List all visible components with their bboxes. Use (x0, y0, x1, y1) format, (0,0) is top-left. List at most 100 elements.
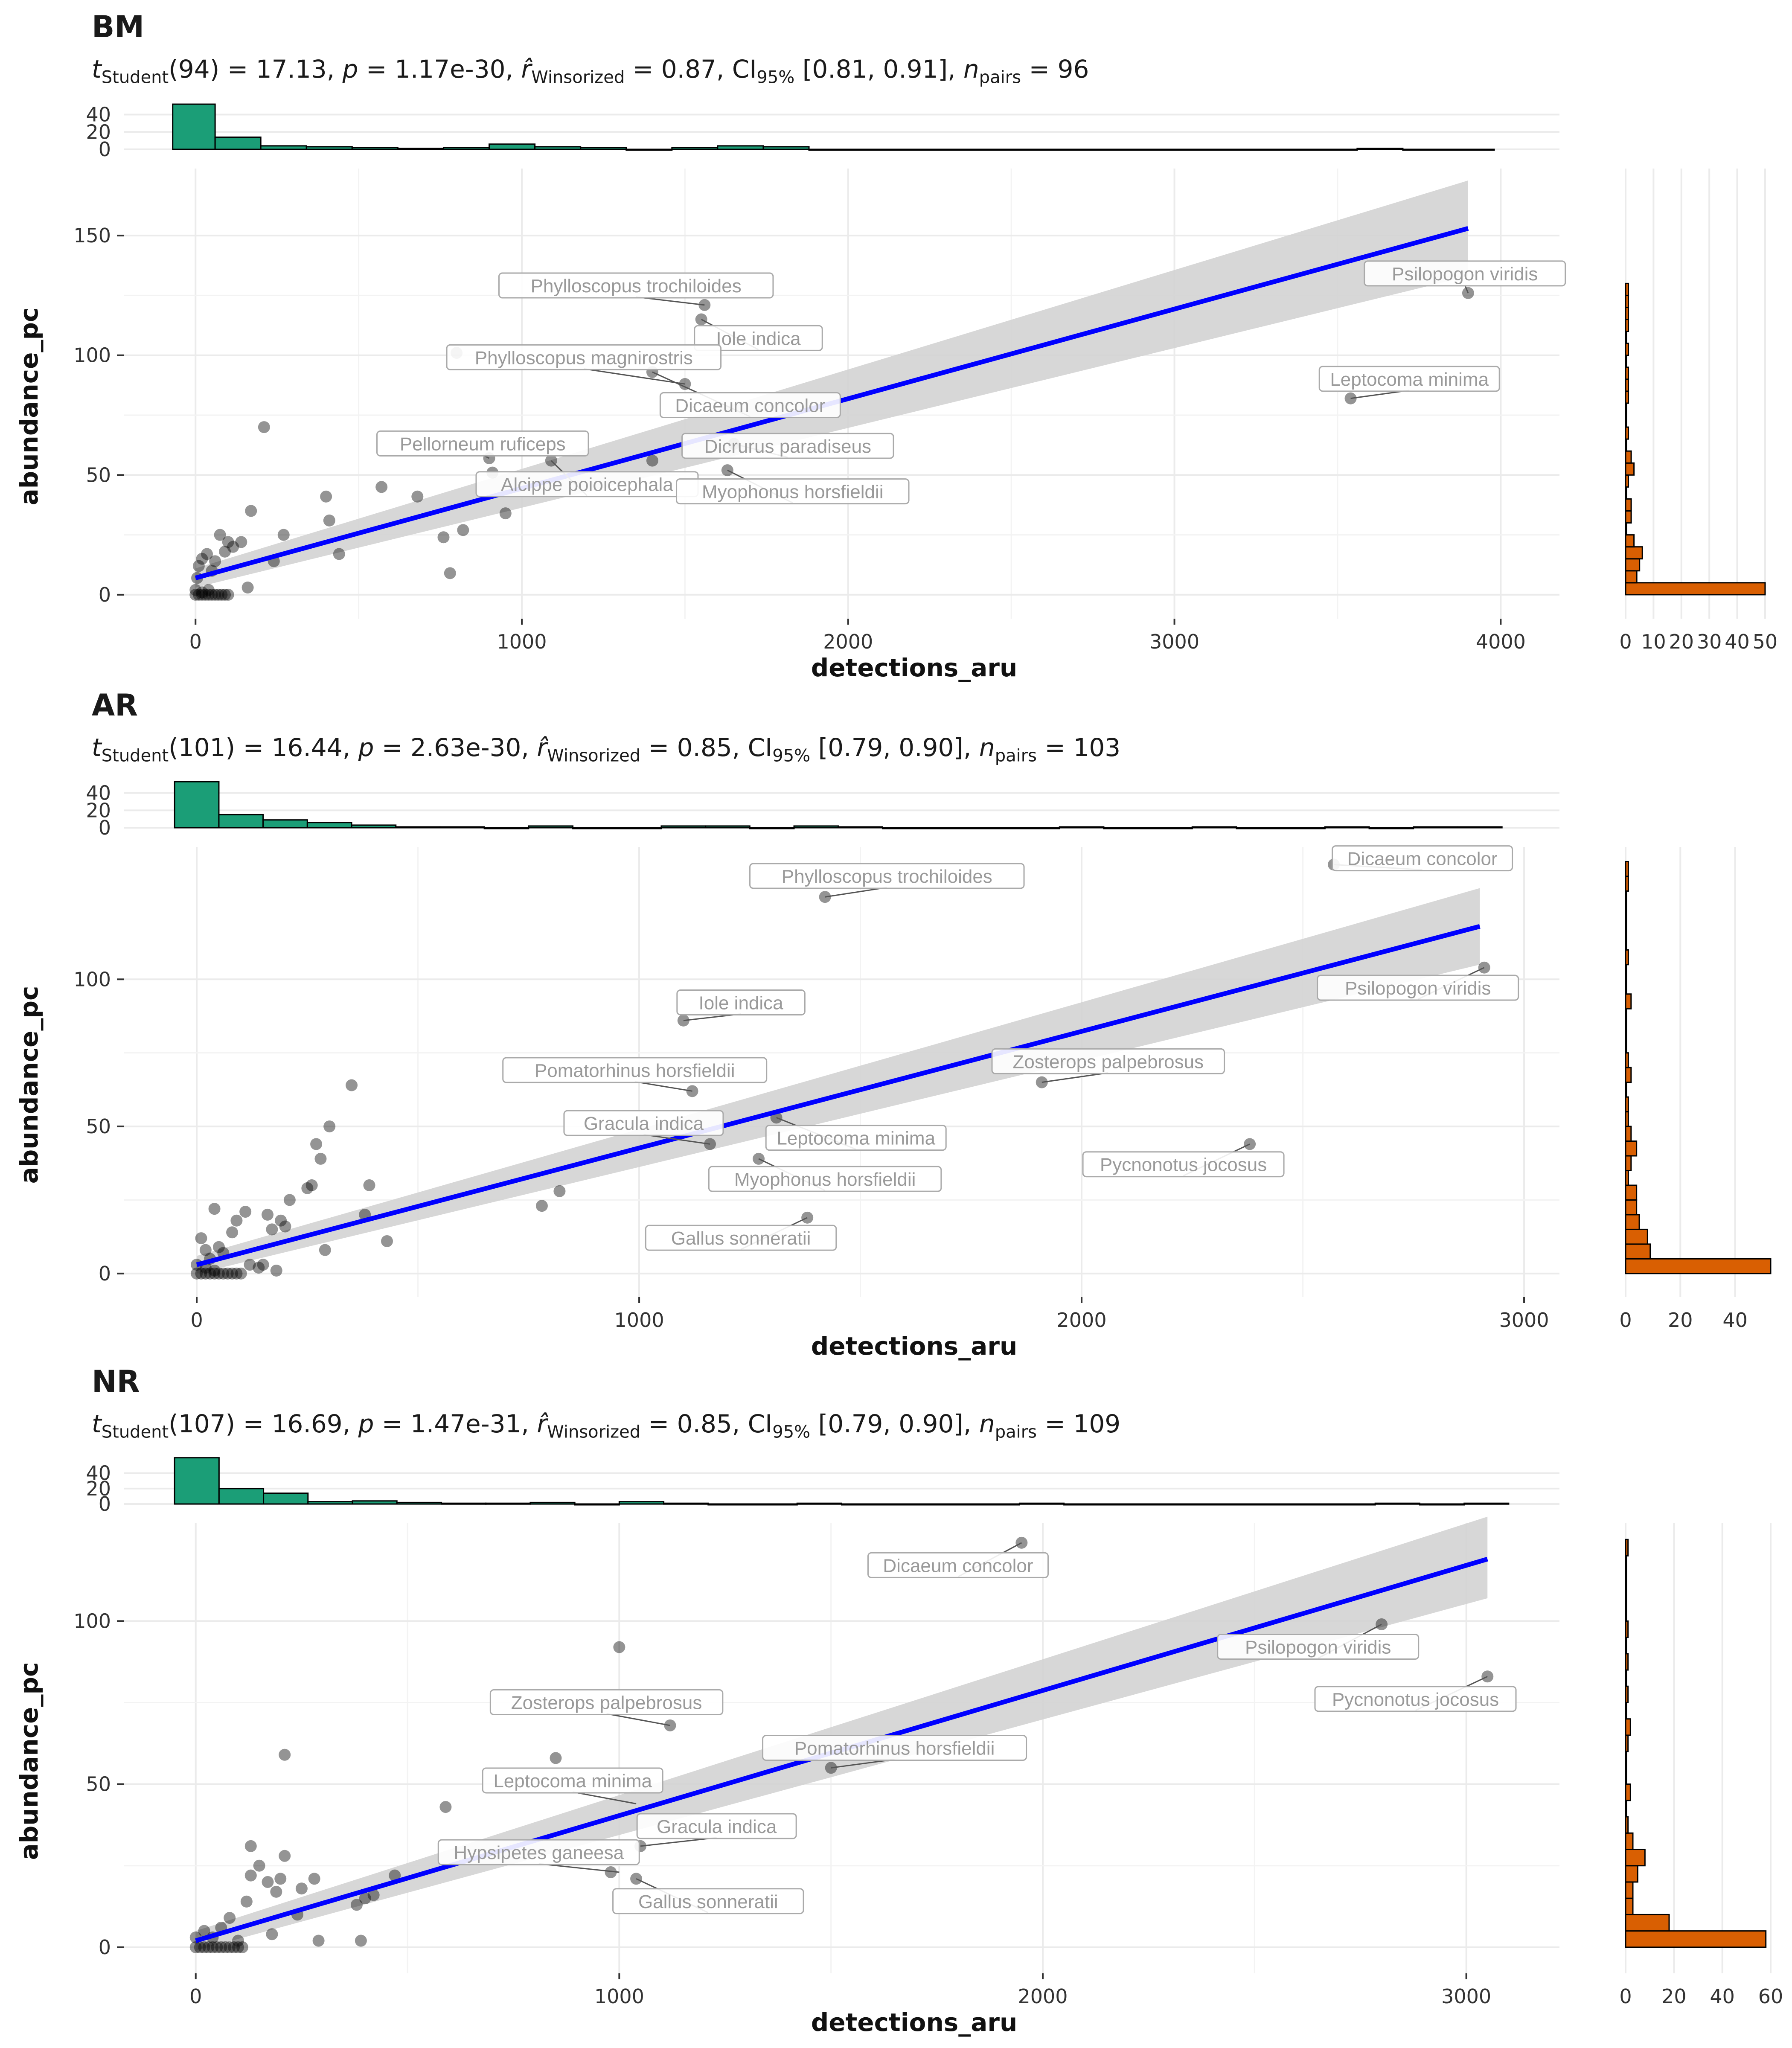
data-point (232, 1935, 244, 1947)
right-hist-bar (1625, 450, 1632, 464)
top-hist-bar (854, 148, 901, 151)
data-point (295, 1882, 308, 1895)
data-point (199, 1267, 212, 1280)
data-point (207, 1941, 219, 1953)
data-point (232, 1941, 244, 1953)
top-hist-bar (174, 781, 220, 829)
data-point (279, 1220, 291, 1233)
data-point (613, 1641, 625, 1653)
x-tick-label: 0 (189, 1985, 202, 2008)
right-hist-bar (1625, 1914, 1670, 1932)
top-hist-bar (214, 136, 262, 150)
right-hist-bar (1625, 1184, 1638, 1201)
data-point (230, 1267, 243, 1280)
data-point (553, 1185, 566, 1197)
panel-subtitle: tStudent(107) = 16.69, p = 1.47e-31, r̂W… (92, 1409, 1121, 1442)
y-tick-label: 0 (99, 1936, 111, 1959)
point-label: Gracula indica (657, 1816, 777, 1837)
scatter-plot-nr: 0 1000 2000 3000050100detections_aruabundan… (15, 1457, 1783, 2037)
top-hist-bar (528, 825, 574, 829)
y-tick-label: 150 (73, 224, 111, 247)
right-hist-bar (1625, 949, 1629, 966)
top-hist-bar (1219, 148, 1267, 151)
data-point (219, 545, 231, 558)
right-hist-tick-label: 0 (1619, 1985, 1632, 2008)
top-hist-bar (1015, 827, 1060, 829)
right-hist-tick-label: 0 (1619, 630, 1632, 653)
y-tick-label: 0 (99, 1262, 111, 1285)
data-point (283, 1194, 296, 1206)
right-hist-bar (1625, 1816, 1629, 1834)
data-point (381, 1235, 393, 1247)
data-point (389, 1869, 401, 1882)
data-point (646, 454, 658, 467)
label-box (563, 1110, 724, 1136)
top-hist-bar (1356, 148, 1404, 150)
x-tick-label: 0 (190, 1309, 203, 1332)
label-connector (606, 1713, 670, 1726)
point-label: Zosterops palpebrosus (511, 1692, 702, 1713)
data-point (236, 1941, 248, 1953)
point-label: Leptocoma minima (777, 1128, 935, 1149)
top-hist-bar (351, 147, 399, 150)
top-hist-bar (1152, 1503, 1198, 1506)
data-point (201, 548, 213, 560)
right-hist-bar (1625, 1126, 1632, 1142)
data-point (275, 1214, 287, 1227)
data-point (319, 1244, 331, 1256)
data-point (301, 1182, 314, 1194)
x-axis-label: detections_aru (811, 653, 1018, 682)
top-hist-bar (945, 148, 992, 151)
panel-title: NR (92, 1364, 140, 1399)
right-hist-bar (1625, 570, 1638, 584)
top-hist-bar (307, 1501, 353, 1505)
point-label: Pomatorhinus horsfieldii (794, 1738, 995, 1759)
label-box (659, 392, 841, 419)
top-hist-bar (707, 1503, 753, 1506)
top-hist-bar (1059, 826, 1105, 829)
right-hist-bar (1625, 1258, 1772, 1274)
data-point (202, 1941, 215, 1953)
point-label: Leptocoma minima (493, 1771, 652, 1792)
label-box (681, 433, 894, 459)
data-point (244, 1869, 257, 1882)
data-point (196, 586, 208, 599)
point-label: Iole indica (716, 328, 801, 349)
right-hist-bar (1625, 1865, 1638, 1883)
right-hist-bar (1625, 1243, 1651, 1260)
right-hist-bar (1625, 1111, 1629, 1127)
data-point (204, 1267, 216, 1280)
data-point (241, 582, 254, 594)
data-point (535, 1200, 548, 1212)
data-point (444, 567, 456, 579)
data-point (192, 588, 205, 601)
data-point (308, 1873, 320, 1885)
x-axis-label: detections_aru (811, 1332, 1018, 1361)
top-hist-bar (534, 146, 582, 150)
data-point (630, 1873, 643, 1885)
right-hist-bar (1625, 1653, 1629, 1671)
label-box (1317, 975, 1519, 1001)
data-point (235, 536, 247, 548)
data-point (359, 1892, 371, 1905)
y-tick-label: 50 (86, 463, 111, 486)
top-hist-bar (260, 145, 307, 150)
data-point (235, 1267, 247, 1280)
data-point (189, 584, 202, 596)
right-hist-bar (1625, 1897, 1634, 1915)
regression-line (196, 924, 1481, 1267)
right-hist-bar (1625, 1783, 1631, 1801)
point-label: Dicrurus paradiseus (704, 436, 871, 457)
panel-ar: AR tStudent(101) = 16.44, p = 2.63e-30, … (0, 678, 1792, 1361)
top-hist-bar (1311, 148, 1358, 151)
data-point (199, 1244, 212, 1256)
top-hist-bar (439, 826, 485, 829)
y-axis-label: abundance_pc (15, 1662, 44, 1860)
y-tick-label: 100 (73, 344, 111, 367)
y-tick-label: 50 (86, 1115, 111, 1138)
top-hist-bar (395, 826, 441, 829)
x-tick-label: 3000 (1441, 1985, 1491, 2008)
top-hist-bar (396, 1501, 442, 1505)
data-point (257, 1259, 269, 1271)
top-hist-bar (397, 148, 444, 150)
